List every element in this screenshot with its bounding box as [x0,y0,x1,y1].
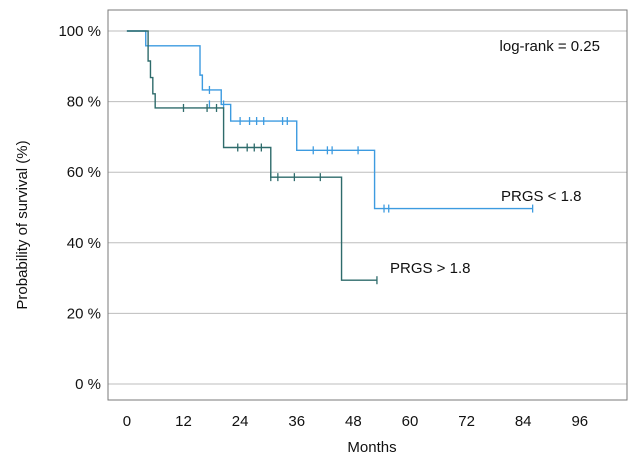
x-tick-label: 72 [458,413,475,430]
survival-step-line [126,30,377,281]
survival-step-line [126,30,533,210]
x-tick-label: 48 [345,413,362,430]
x-tick-label: 60 [402,413,419,430]
y-tick-label: 60 % [67,164,101,181]
y-tick-labels: 0 % 20 % 40 % 60 % 80 % 100 % [58,23,101,393]
x-tick-label: 24 [232,413,249,430]
series-2 [126,30,378,285]
series-label-prgs-low: PRGS < 1.8 [501,188,581,205]
series-label-prgs-high: PRGS > 1.8 [390,260,470,277]
x-tick-label: 84 [515,413,532,430]
y-tick-label: 100 % [58,23,101,40]
y-axis-title: Probability of survival (%) [14,140,31,309]
gridlines [108,30,627,385]
y-tick-label: 0 % [75,376,101,393]
x-tick-label: 0 [123,413,131,430]
x-tick-label: 12 [175,413,192,430]
log-rank-annotation: log-rank = 0.25 [500,38,600,55]
survival-curves [126,30,534,285]
x-tick-label: 36 [288,413,305,430]
x-tick-labels: 0 12 24 36 48 60 72 84 96 [123,413,588,430]
y-tick-label: 40 % [67,235,101,252]
x-tick-label: 96 [571,413,588,430]
y-tick-label: 80 % [67,94,101,111]
series-1 [126,30,534,213]
x-axis-title: Months [347,439,396,456]
y-tick-label: 20 % [67,305,101,322]
plot-frame [107,9,628,401]
